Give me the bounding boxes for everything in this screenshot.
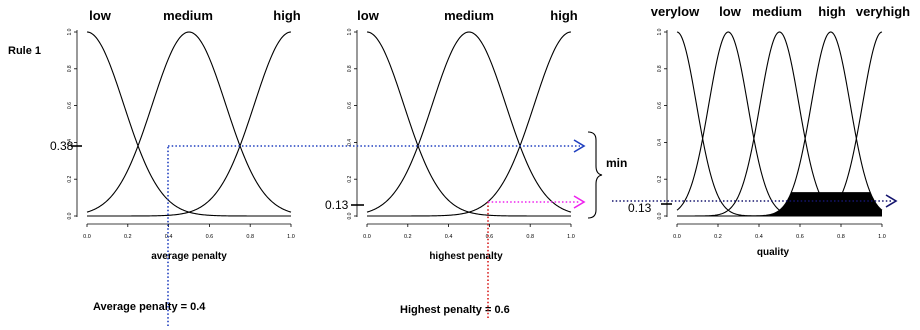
y-tick-label: 1.0 xyxy=(657,28,663,35)
set-label-low: low xyxy=(357,8,380,23)
connectors: min xyxy=(167,131,898,326)
membership-curve-high xyxy=(367,31,572,217)
set-label-low: low xyxy=(89,8,112,23)
x-tick-label: 0.6 xyxy=(796,234,804,240)
x-tick-label: 0.8 xyxy=(837,234,845,240)
membership-curve-high xyxy=(87,31,292,217)
x-tick-label: 0.2 xyxy=(404,234,412,240)
membership-value-label: 0.13 xyxy=(325,198,349,212)
min-label: min xyxy=(606,156,627,170)
quality-panel: verylow low medium high veryhigh 0.0 0.2 0… xyxy=(628,4,910,258)
y-tick-label: 0.6 xyxy=(657,102,663,109)
membership-curve-medium xyxy=(86,31,292,213)
set-label-verylow: verylow xyxy=(651,4,700,19)
membership-value-label: 0.38 xyxy=(50,139,74,153)
x-tick-label: 0.6 xyxy=(206,234,214,240)
rule-label: Rule 1 xyxy=(8,45,41,57)
y-tick-label: 1.0 xyxy=(67,28,73,35)
y-tick-label: 0.0 xyxy=(347,212,353,219)
average-penalty-panel: low medium high 0.0 0.2 0.4 0.6 0.8 1.0 0.0 0.… xyxy=(50,8,301,313)
x-tick-label: 1.0 xyxy=(567,234,575,240)
y-tick-label: 0.2 xyxy=(657,176,663,183)
y-tick-label: 0.8 xyxy=(67,65,73,72)
y-tick-label: 0.0 xyxy=(67,212,73,219)
y-tick-label: 0.8 xyxy=(347,65,353,72)
input-caption: Average penalty = 0.4 xyxy=(93,301,206,313)
x-axis-title: average penalty xyxy=(151,251,227,262)
membership-curve-medium xyxy=(677,31,882,217)
membership-curve-high xyxy=(677,31,883,217)
x-tick-label: 1.0 xyxy=(287,234,295,240)
y-tick-label: 0.4 xyxy=(657,139,663,146)
output-arrowhead xyxy=(885,194,898,208)
x-tick-label: 0.0 xyxy=(363,234,371,240)
x-tick-label: 0.4 xyxy=(445,234,453,240)
set-label-medium: medium xyxy=(752,4,802,19)
y-tick-label: 0.6 xyxy=(347,102,353,109)
y-tick-label: 0.2 xyxy=(347,176,353,183)
membership-curve-low xyxy=(676,31,882,217)
x-axis-title: quality xyxy=(757,247,790,258)
membership-value-label: 0.13 xyxy=(628,201,652,215)
average-arrowhead xyxy=(573,139,586,153)
set-label-high: high xyxy=(818,4,845,19)
x-tick-label: 0.4 xyxy=(755,234,763,240)
y-tick-label: 0.8 xyxy=(657,65,663,72)
y-tick-label: 0.4 xyxy=(67,139,73,146)
min-brace xyxy=(587,131,603,219)
highest-arrowhead xyxy=(573,195,586,209)
x-axis-title: highest penalty xyxy=(429,251,503,262)
x-tick-label: 0.8 xyxy=(526,234,534,240)
y-tick-label: 0.4 xyxy=(347,139,353,146)
membership-curve-veryhigh xyxy=(677,31,883,217)
set-label-high: high xyxy=(550,8,577,23)
set-label-low: low xyxy=(719,4,742,19)
x-tick-label: 0.2 xyxy=(124,234,132,240)
x-tick-label: 0.0 xyxy=(673,234,681,240)
set-label-high: high xyxy=(273,8,300,23)
x-tick-label: 0.6 xyxy=(486,234,494,240)
set-label-medium: medium xyxy=(163,8,213,23)
x-tick-label: 0.2 xyxy=(714,234,722,240)
set-label-medium: medium xyxy=(444,8,494,23)
y-tick-label: 1.0 xyxy=(347,28,353,35)
x-tick-label: 0.0 xyxy=(83,234,91,240)
input-caption: Highest penalty = 0.6 xyxy=(400,304,510,316)
y-tick-label: 0.2 xyxy=(67,176,73,183)
membership-curve-medium xyxy=(366,31,572,213)
highest-penalty-panel: low medium high 0.00.20.40.60.81.0 0.0 0.… xyxy=(325,8,578,316)
y-tick-label: 0.6 xyxy=(67,102,73,109)
set-label-veryhigh: veryhigh xyxy=(856,4,910,19)
membership-curve-verylow xyxy=(676,31,882,217)
y-tick-label: 0.0 xyxy=(657,212,663,219)
x-tick-label: 1.0 xyxy=(878,234,886,240)
x-tick-label: 0.8 xyxy=(246,234,254,240)
